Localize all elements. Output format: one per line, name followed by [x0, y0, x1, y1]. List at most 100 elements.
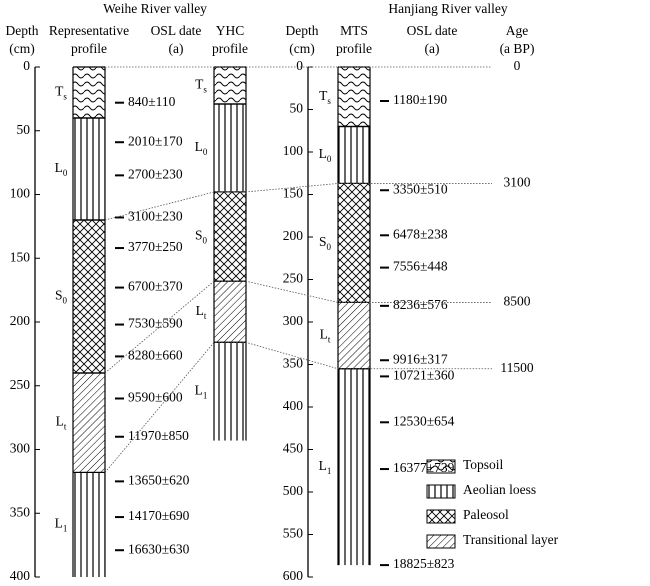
tick-label: 100 — [283, 143, 304, 158]
layer — [73, 67, 105, 118]
osl-label: 7530±590 — [128, 316, 183, 331]
profile-title: profile — [212, 41, 248, 56]
profile-title: profile — [71, 41, 107, 56]
age-label: 8500 — [504, 294, 531, 309]
age-title: Age — [506, 23, 529, 38]
layer-sub: 0 — [327, 154, 332, 164]
layer-sub: 1 — [203, 391, 208, 401]
osl-label: 14170±690 — [128, 508, 190, 523]
age-label: 3100 — [504, 175, 531, 190]
tick-label: 400 — [10, 568, 31, 583]
osl-label: 8236±576 — [393, 297, 448, 312]
legend-swatch — [426, 509, 456, 524]
axis-title: (cm) — [289, 41, 314, 56]
osl-title: OSL date — [407, 23, 458, 38]
osl-label: 3100±230 — [128, 209, 183, 224]
layer-sub: 0 — [327, 242, 332, 252]
osl-label: 2010±170 — [128, 133, 183, 148]
age-title: (a BP) — [500, 41, 535, 56]
layer-label: L0 — [55, 160, 68, 178]
profile-title: MTS — [340, 23, 368, 38]
profile-title: profile — [336, 41, 372, 56]
layer-label: Ts — [319, 88, 331, 106]
layer — [73, 472, 105, 577]
osl-label: 8280±660 — [128, 348, 183, 363]
legend-label: Paleosol — [463, 507, 509, 522]
layer-symbol: T — [55, 84, 64, 99]
tick-label: 50 — [17, 122, 31, 137]
layer-label: Ts — [55, 84, 67, 102]
osl-label: 6478±238 — [393, 226, 448, 241]
osl-label: 13650±620 — [128, 472, 190, 487]
layer-symbol: L — [195, 383, 203, 398]
layer-label: S0 — [319, 234, 332, 252]
tick-label: 350 — [283, 356, 304, 371]
layer-symbol: L — [319, 458, 327, 473]
layer-sub: 0 — [203, 236, 208, 246]
legend-swatch — [426, 484, 456, 499]
tick-label: 300 — [10, 441, 31, 456]
layer-symbol: L — [320, 327, 328, 342]
tick-label: 100 — [10, 186, 31, 201]
layer-sub: s — [327, 96, 331, 106]
tick-label: 600 — [283, 568, 304, 583]
layer-symbol: S — [55, 288, 63, 303]
osl-label: 3770±250 — [128, 239, 183, 254]
layer-symbol: L — [55, 160, 63, 175]
tick-label: 550 — [283, 526, 304, 541]
axis-title: Depth — [286, 23, 319, 38]
legend-label: Transitional layer — [463, 532, 559, 547]
layer — [214, 281, 246, 343]
tick-label: 350 — [10, 504, 31, 519]
osl-label: 9590±600 — [128, 390, 183, 405]
layer-label: L0 — [319, 146, 332, 164]
layer-sub: t — [204, 311, 207, 321]
axis-title: Depth — [6, 23, 39, 38]
tick-label: 250 — [10, 377, 31, 392]
tick-label: 300 — [283, 313, 304, 328]
osl-title: OSL date — [151, 23, 202, 38]
layer-label: Lt — [196, 303, 207, 321]
layer — [338, 302, 370, 369]
tick-label: 400 — [283, 398, 304, 413]
layer-symbol: S — [319, 234, 327, 249]
layer-symbol: L — [56, 414, 64, 429]
weihe-title: Weihe River valley — [103, 1, 207, 16]
layer-sub: t — [328, 335, 331, 345]
tick-label: 250 — [283, 271, 304, 286]
age-label: 11500 — [500, 360, 533, 375]
tick-label: 0 — [23, 58, 30, 73]
layer-label: L1 — [319, 458, 332, 476]
layer-label: S0 — [195, 228, 208, 246]
tick-label: 150 — [10, 249, 31, 264]
osl-label: 3350±510 — [393, 181, 448, 196]
layer-sub: 0 — [63, 296, 68, 306]
osl-label: 7556±448 — [393, 259, 448, 274]
layer — [73, 118, 105, 220]
osl-label: 18825±823 — [393, 556, 455, 571]
layer — [214, 191, 246, 282]
layer-label: L1 — [55, 516, 68, 534]
osl-label: 11970±850 — [128, 428, 189, 443]
layer — [214, 67, 246, 104]
tick-label: 0 — [296, 58, 303, 73]
tick-label: 50 — [290, 101, 304, 116]
layer-label: Lt — [56, 414, 67, 432]
layer — [338, 126, 370, 184]
layer-sub: t — [64, 422, 67, 432]
layer — [214, 342, 246, 441]
tick-label: 150 — [283, 186, 304, 201]
layer-symbol: T — [195, 77, 204, 92]
osl-label: 1180±190 — [393, 92, 447, 107]
layer-sub: 1 — [327, 466, 332, 476]
profile-title: Representative — [49, 23, 129, 38]
layer — [338, 368, 370, 566]
layer-symbol: L — [196, 303, 204, 318]
osl-title: (a) — [425, 41, 440, 56]
boundary-line — [104, 280, 492, 374]
osl-label: 2700±230 — [128, 166, 183, 181]
osl-label: 10721±360 — [393, 367, 455, 382]
layer-label: Ts — [195, 77, 207, 95]
axis-title: (cm) — [9, 41, 34, 56]
